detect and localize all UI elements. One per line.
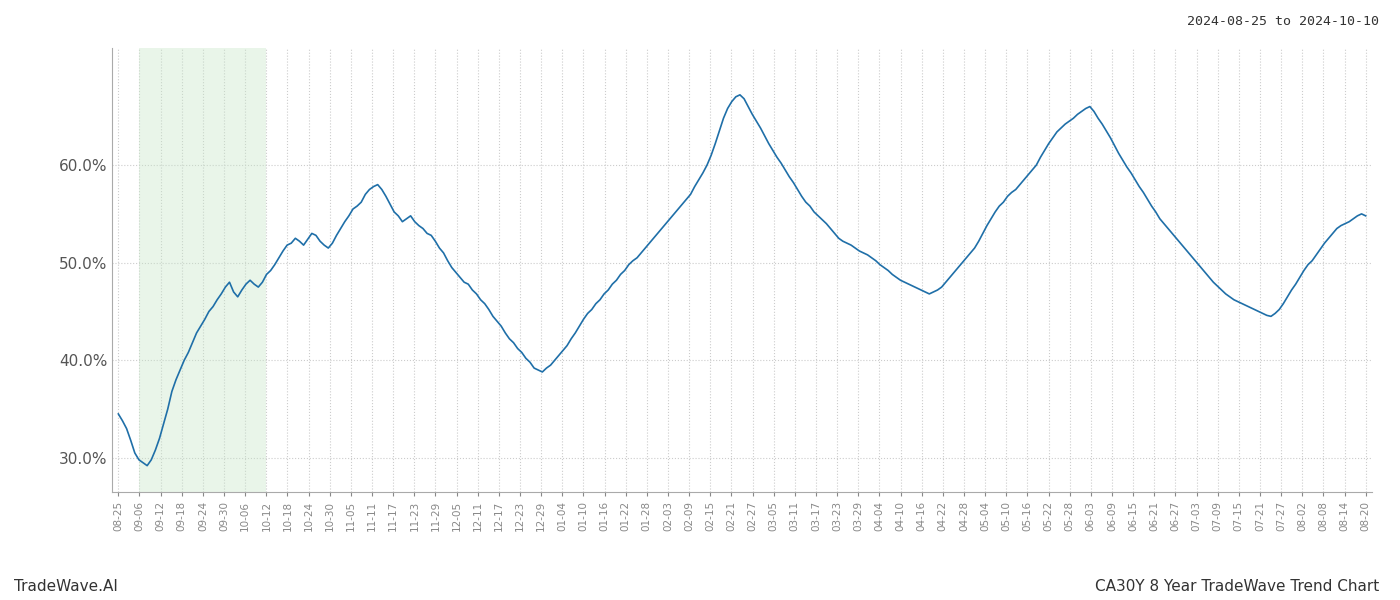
Text: TradeWave.AI: TradeWave.AI [14,579,118,594]
Text: CA30Y 8 Year TradeWave Trend Chart: CA30Y 8 Year TradeWave Trend Chart [1095,579,1379,594]
Text: 2024-08-25 to 2024-10-10: 2024-08-25 to 2024-10-10 [1187,15,1379,28]
Bar [140,48,266,492]
